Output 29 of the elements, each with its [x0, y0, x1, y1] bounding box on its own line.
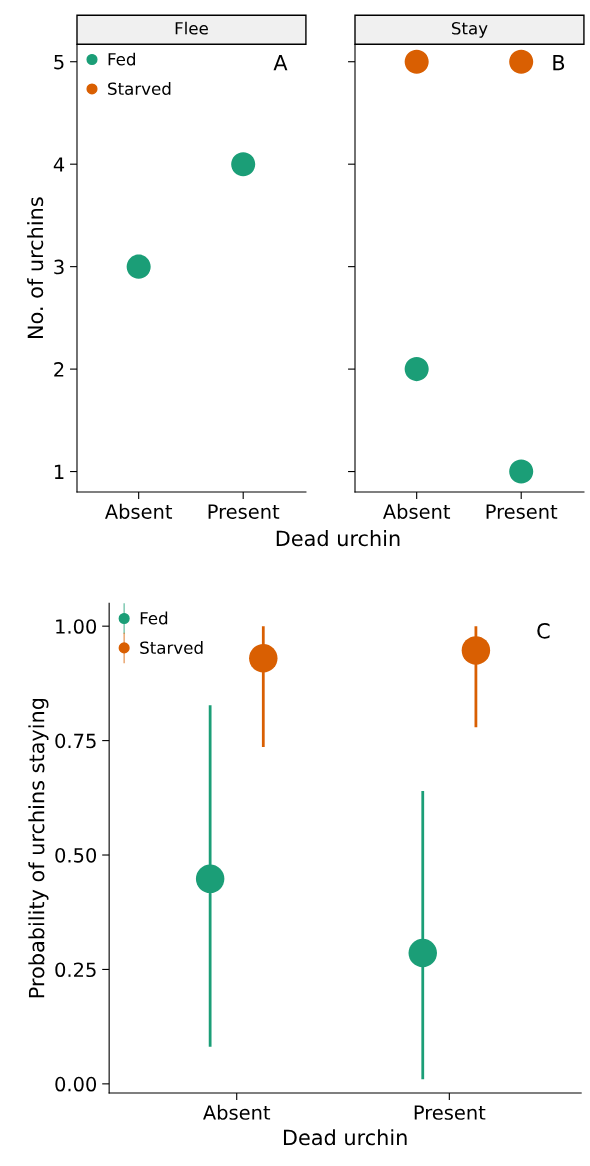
- x-tick-label: Present: [414, 1105, 486, 1120]
- y-tick-label: 3: [54, 259, 64, 275]
- x-tick-label: Present: [208, 504, 280, 519]
- y-tick-label: 5: [54, 54, 64, 70]
- y-tick-label: 1.00: [56, 619, 97, 634]
- x-axis-title: Dead urchin: [276, 530, 400, 547]
- legend-label: Fed: [140, 611, 168, 625]
- annotation: A: [273, 55, 288, 71]
- x-tick-label: Absent: [382, 503, 451, 519]
- annotation: C: [537, 622, 550, 639]
- y-tick-label: 0.75: [55, 733, 96, 749]
- y-tick-label: 0.50: [55, 847, 97, 863]
- y-tick-label: 0.25: [55, 962, 96, 978]
- y-tick-label: 0.00: [55, 1076, 97, 1092]
- chart-title: Flee: [175, 21, 208, 35]
- y-axis-title: No. of urchins: [27, 197, 44, 338]
- x-axis-title: Dead urchin: [283, 1129, 407, 1146]
- y-tick-label: 2: [54, 362, 64, 377]
- legend-label: Fed: [108, 52, 135, 66]
- x-tick-label: Absent: [203, 1104, 271, 1120]
- chart-title: Stay: [451, 21, 488, 38]
- annotation: B: [553, 55, 565, 71]
- y-axis-title: Probability of urchins staying: [28, 698, 49, 998]
- x-tick-label: Present: [486, 504, 558, 519]
- x-tick-label: Absent: [104, 503, 173, 519]
- legend-label: Starved: [140, 641, 203, 654]
- legend-label: Starved: [108, 82, 171, 96]
- y-tick-label: 1: [54, 464, 64, 479]
- y-tick-label: 4: [53, 157, 65, 172]
